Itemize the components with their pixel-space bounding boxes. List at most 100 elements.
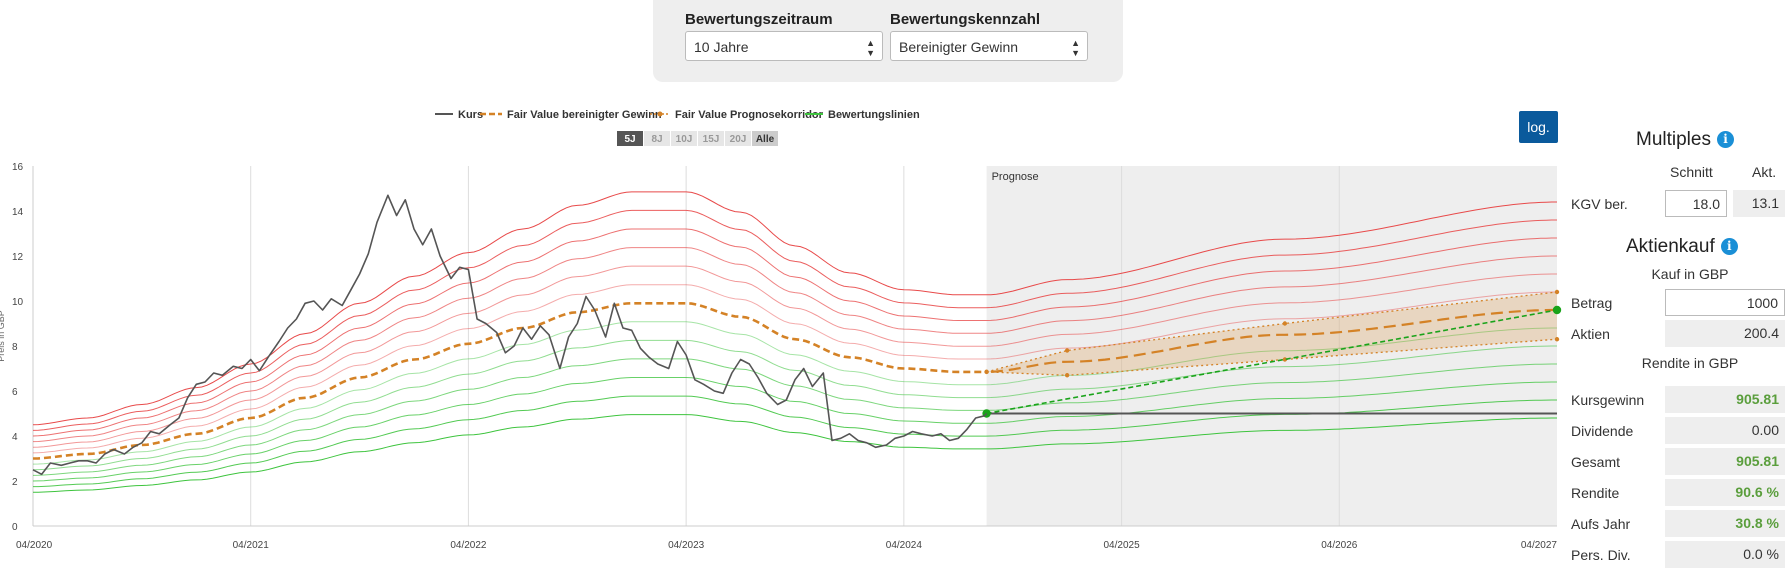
result-value: 0.0 % bbox=[1665, 541, 1785, 568]
corridor-point bbox=[1064, 373, 1070, 378]
forecast-corridor-fill bbox=[986, 292, 1557, 376]
metric-label: Bewertungskennzahl bbox=[890, 11, 1041, 28]
period-select[interactable]: 10 Jahre ▲ ▼ bbox=[685, 31, 883, 61]
x-tick-label: 04/2021 bbox=[233, 540, 270, 551]
result-label: Dividende bbox=[1571, 423, 1634, 439]
betrag-input[interactable]: 1000 bbox=[1665, 289, 1785, 316]
period-select-value: 10 Jahre bbox=[694, 39, 749, 55]
range-button-label[interactable]: 10J bbox=[676, 134, 693, 145]
x-tick-label: 04/2026 bbox=[1321, 540, 1358, 551]
valuation-line-lower bbox=[32, 321, 1557, 465]
valuation-chart: Prognose 04/2020 04/2021 04/2022 04/2023 04/2… bbox=[0, 109, 1562, 551]
result-value: 30.8 % bbox=[1665, 510, 1785, 537]
range-button-15j[interactable] bbox=[698, 131, 724, 146]
y-tick-label: 2 bbox=[12, 477, 18, 488]
range-button-label[interactable]: Alle bbox=[756, 134, 775, 145]
corridor-upper-line bbox=[986, 291, 1558, 373]
betrag-label: Betrag bbox=[1571, 295, 1613, 311]
valuation-line-upper bbox=[32, 247, 1557, 443]
valuation-line-upper bbox=[32, 284, 1557, 454]
fair-value-forecast-line bbox=[990, 308, 1557, 373]
range-button-10j[interactable] bbox=[671, 131, 697, 146]
corridor-point bbox=[1064, 348, 1070, 353]
range-button-label[interactable]: 20J bbox=[730, 134, 747, 145]
valuation-line-lower bbox=[32, 377, 1557, 482]
kgv-label: KGV ber. bbox=[1571, 196, 1628, 212]
y-tick-label: 4 bbox=[12, 432, 18, 443]
aktienkauf-title-text: Aktienkauf bbox=[1626, 236, 1715, 257]
range-button-5j[interactable] bbox=[617, 131, 643, 146]
result-value: 905.81 bbox=[1665, 386, 1785, 413]
y-axis-label: Preis in GBP bbox=[0, 310, 6, 362]
legend-kurs-label[interactable]: Kurs bbox=[458, 109, 483, 121]
col-akt: Akt. bbox=[1752, 164, 1777, 180]
x-tick-label: 04/2020 bbox=[16, 540, 53, 551]
legend-valuation-lines-label[interactable]: Bewertungslinien bbox=[828, 109, 920, 121]
target-line bbox=[986, 309, 1558, 415]
x-tick-label: 04/2023 bbox=[668, 540, 705, 551]
valuation-line-lower bbox=[32, 339, 1557, 471]
x-tick-label: 04/2027 bbox=[1521, 540, 1558, 551]
period-label: Bewertungszeitraum bbox=[685, 11, 833, 28]
y-tick-label: 8 bbox=[12, 342, 18, 353]
log-scale-button[interactable]: log. bbox=[1519, 111, 1558, 143]
result-label: Rendite bbox=[1571, 485, 1620, 501]
kgv-akt-value: 13.1 bbox=[1733, 190, 1785, 217]
range-button-label[interactable]: 5J bbox=[624, 134, 635, 145]
result-value: 0.00 bbox=[1665, 417, 1785, 444]
aktien-label: Aktien bbox=[1571, 326, 1610, 342]
x-tick-label: 04/2025 bbox=[1103, 540, 1140, 551]
forecast-label: Prognose bbox=[992, 171, 1039, 183]
result-label: Gesamt bbox=[1571, 454, 1621, 470]
multiples-title: Multiples i bbox=[1636, 129, 1734, 151]
target-point bbox=[1552, 305, 1562, 315]
valuation-line-lower bbox=[32, 358, 1557, 476]
valuation-line-upper bbox=[32, 228, 1557, 437]
valuation-line-upper bbox=[32, 209, 1557, 431]
aktien-value: 200.4 bbox=[1665, 320, 1785, 347]
kurs-line bbox=[32, 194, 988, 476]
corridor-point bbox=[1554, 337, 1560, 342]
col-schnitt: Schnitt bbox=[1670, 164, 1713, 180]
aktienkauf-title: Aktienkauf i bbox=[1626, 236, 1738, 258]
select-arrows-icon: ▲ ▼ bbox=[1071, 38, 1080, 58]
range-button-8j[interactable] bbox=[644, 131, 670, 146]
legend-corridor-marker bbox=[657, 111, 663, 117]
metric-select[interactable]: Bereinigter Gewinn ▲ ▼ bbox=[890, 31, 1088, 61]
info-icon[interactable]: i bbox=[1716, 131, 1734, 148]
corridor-point bbox=[1282, 321, 1288, 326]
valuation-line-upper bbox=[32, 191, 1557, 426]
range-button-alle[interactable] bbox=[752, 131, 778, 146]
range-button-label[interactable]: 8J bbox=[651, 134, 662, 145]
valuation-line-upper bbox=[32, 265, 1557, 448]
corridor-point bbox=[1554, 289, 1560, 295]
result-label: Pers. Div. bbox=[1571, 547, 1631, 563]
kauf-subheading: Kauf in GBP bbox=[1651, 266, 1729, 282]
valuation-line-lower bbox=[32, 414, 1557, 493]
rendite-subheading: Rendite in GBP bbox=[1641, 355, 1739, 371]
y-tick-label: 14 bbox=[12, 207, 24, 218]
range-button-20j[interactable] bbox=[725, 131, 751, 146]
select-arrows-icon: ▲ ▼ bbox=[866, 38, 875, 58]
legend-corridor-label[interactable]: Fair Value Prognosekorridor bbox=[675, 109, 824, 121]
y-tick-label: 12 bbox=[12, 252, 24, 263]
corridor-point bbox=[984, 369, 989, 375]
x-tick-label: 04/2022 bbox=[450, 540, 487, 551]
y-tick-label: 0 bbox=[12, 522, 18, 533]
metric-select-value: Bereinigter Gewinn bbox=[899, 39, 1019, 55]
x-tick-label: 04/2024 bbox=[886, 540, 923, 551]
result-label: Kursgewinn bbox=[1571, 392, 1645, 408]
result-label: Aufs Jahr bbox=[1571, 516, 1631, 532]
result-value: 905.81 bbox=[1665, 448, 1785, 475]
y-tick-label: 16 bbox=[12, 162, 24, 173]
legend-fair-value-label[interactable]: Fair Value bereinigter Gewinn bbox=[507, 109, 662, 121]
range-button-label[interactable]: 15J bbox=[703, 134, 720, 145]
fair-value-line bbox=[32, 302, 986, 460]
corridor-lower-line bbox=[986, 338, 1558, 376]
result-value: 90.6 % bbox=[1665, 479, 1785, 506]
kgv-schnitt-input[interactable]: 18.0 bbox=[1665, 190, 1727, 217]
y-tick-label: 10 bbox=[12, 297, 24, 308]
y-tick-label: 6 bbox=[12, 387, 18, 398]
multiples-title-text: Multiples bbox=[1636, 129, 1711, 150]
info-icon[interactable]: i bbox=[1720, 238, 1738, 255]
